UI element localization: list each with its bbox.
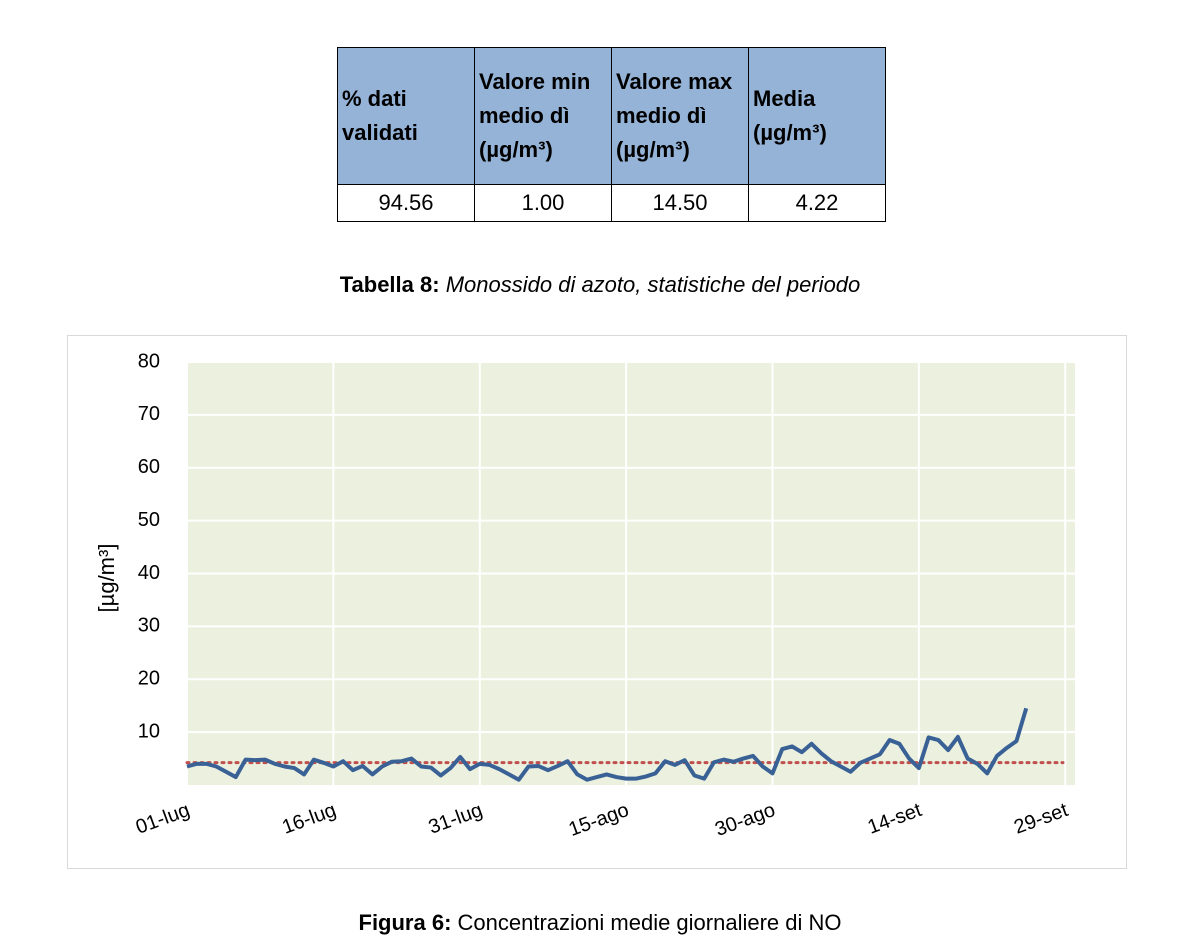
caption-text: Monossido di azoto, statistiche del peri… xyxy=(445,272,861,297)
header-row: % dati validati Valore min medio dì (µg/… xyxy=(337,47,886,185)
header-cell: Valore min medio dì (µg/m³) xyxy=(474,47,612,185)
header-cell: % dati validati xyxy=(337,47,475,185)
y-tick-label: 60 xyxy=(138,456,160,478)
cell: 1.00 xyxy=(474,184,612,222)
data-row: 94.56 1.00 14.50 4.22 xyxy=(337,184,886,222)
figure-caption: Figura 6: Concentrazioni medie giornalie… xyxy=(0,910,1200,936)
header-cell: Valore max medio dì (µg/m³) xyxy=(611,47,749,185)
caption-text: Concentrazioni medie giornaliere di NO xyxy=(457,910,842,935)
y-tick-label: 10 xyxy=(138,720,160,742)
cell: 94.56 xyxy=(337,184,475,222)
y-tick-label: 30 xyxy=(138,615,160,637)
y-tick-label: 80 xyxy=(138,350,160,372)
y-tick-label: 70 xyxy=(138,403,160,425)
y-tick-label: 20 xyxy=(138,668,160,690)
y-tick-label: 40 xyxy=(138,562,160,584)
data-line xyxy=(186,707,1029,782)
table-caption: Tabella 8: Monossido di azoto, statistic… xyxy=(0,272,1200,298)
caption-label: Figura 6: xyxy=(358,910,452,935)
header-cell: Media (µg/m³) xyxy=(748,47,886,185)
stats-table: % dati validati Valore min medio dì (µg/… xyxy=(337,47,886,222)
y-axis-label: [µg/m³] xyxy=(94,544,119,613)
y-tick-label: 50 xyxy=(138,509,160,531)
cell: 4.22 xyxy=(748,184,886,222)
caption-label: Tabella 8: xyxy=(339,272,440,297)
